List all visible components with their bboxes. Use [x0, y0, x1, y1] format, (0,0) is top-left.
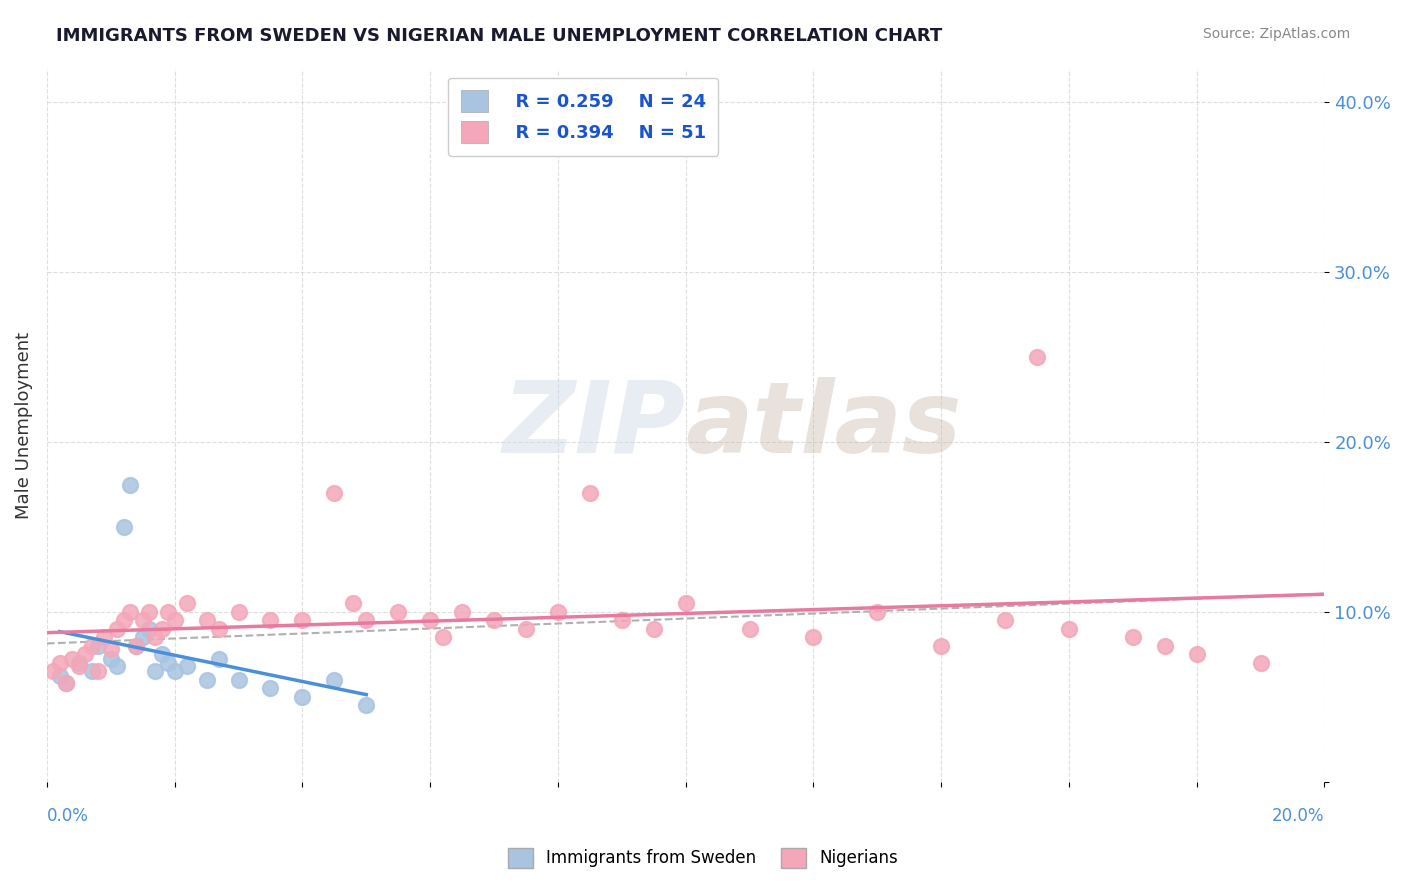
Point: [157, 656, 180, 670]
Point: [80, 639, 103, 653]
Point: [42, 665, 65, 679]
Point: [125, 639, 148, 653]
Point: [80, 665, 103, 679]
Point: [145, 631, 167, 645]
Text: 0.0%: 0.0%: [46, 807, 89, 825]
Point: [75, 648, 97, 662]
Point: [323, 673, 346, 687]
Point: [67, 659, 90, 673]
Point: [259, 681, 281, 696]
Point: [803, 631, 825, 645]
Point: [419, 614, 441, 628]
Point: [291, 690, 314, 704]
Point: [150, 648, 173, 662]
Point: [451, 605, 474, 619]
Point: [342, 596, 364, 610]
Point: [105, 659, 128, 673]
Point: [93, 631, 115, 645]
Point: [112, 614, 135, 628]
Point: [228, 605, 250, 619]
Point: [432, 631, 454, 645]
Point: [131, 614, 153, 628]
Point: [929, 639, 952, 653]
Point: [48, 656, 70, 670]
Point: [356, 698, 378, 713]
Point: [515, 622, 537, 636]
Point: [994, 614, 1017, 628]
Point: [125, 639, 148, 653]
Point: [176, 596, 198, 610]
Point: [163, 614, 186, 628]
Point: [579, 486, 602, 500]
Text: atlas: atlas: [686, 376, 962, 474]
Point: [1026, 350, 1049, 364]
Point: [195, 614, 218, 628]
Point: [610, 614, 633, 628]
Point: [176, 659, 198, 673]
Point: [387, 605, 409, 619]
Point: [48, 669, 70, 683]
Point: [118, 477, 141, 491]
Text: Source: ZipAtlas.com: Source: ZipAtlas.com: [1202, 27, 1350, 41]
Point: [100, 652, 122, 666]
Point: [163, 665, 186, 679]
Point: [118, 605, 141, 619]
Point: [62, 652, 84, 666]
Point: [67, 656, 90, 670]
Point: [112, 520, 135, 534]
Point: [138, 622, 160, 636]
Point: [323, 486, 346, 500]
Text: IMMIGRANTS FROM SWEDEN VS NIGERIAN MALE UNEMPLOYMENT CORRELATION CHART: IMMIGRANTS FROM SWEDEN VS NIGERIAN MALE …: [56, 27, 942, 45]
Point: [105, 622, 128, 636]
Text: ZIP: ZIP: [503, 376, 686, 474]
Point: [1153, 639, 1175, 653]
Point: [643, 622, 665, 636]
Point: [1250, 656, 1272, 670]
Point: [55, 676, 77, 690]
Point: [131, 631, 153, 645]
Point: [259, 614, 281, 628]
Point: [150, 622, 173, 636]
Point: [738, 622, 761, 636]
Point: [208, 652, 231, 666]
Point: [138, 605, 160, 619]
Legend: Immigrants from Sweden, Nigerians: Immigrants from Sweden, Nigerians: [501, 841, 905, 875]
Point: [356, 614, 378, 628]
Point: [87, 665, 110, 679]
Point: [87, 639, 110, 653]
Point: [1057, 622, 1080, 636]
Point: [291, 614, 314, 628]
Legend:   R = 0.259    N = 24,   R = 0.394    N = 51: R = 0.259 N = 24, R = 0.394 N = 51: [449, 78, 718, 156]
Y-axis label: Male Unemployment: Male Unemployment: [15, 332, 32, 518]
Point: [195, 673, 218, 687]
Point: [1185, 648, 1208, 662]
Point: [482, 614, 505, 628]
Point: [228, 673, 250, 687]
Point: [55, 676, 77, 690]
Point: [1122, 631, 1144, 645]
Point: [145, 665, 167, 679]
Point: [157, 605, 180, 619]
Point: [208, 622, 231, 636]
Point: [675, 596, 697, 610]
Text: 20.0%: 20.0%: [1272, 807, 1324, 825]
Point: [866, 605, 889, 619]
Point: [547, 605, 569, 619]
Point: [100, 642, 122, 657]
